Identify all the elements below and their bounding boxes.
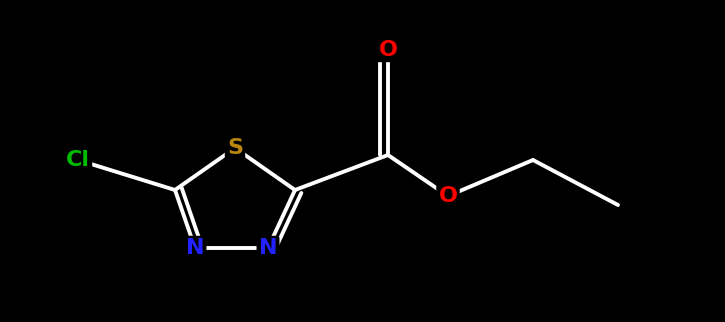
Text: O: O [439,186,457,206]
Text: Cl: Cl [66,150,90,170]
Text: N: N [259,238,277,258]
Text: N: N [186,238,204,258]
Text: O: O [378,40,397,60]
Text: S: S [227,138,243,158]
